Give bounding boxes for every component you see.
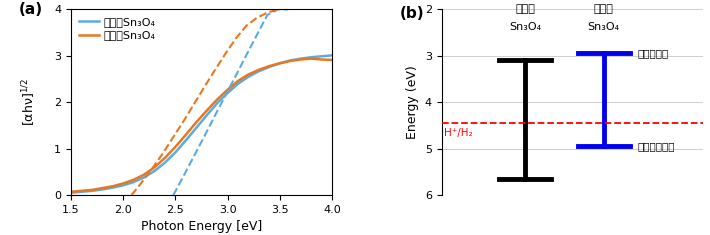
単斜晶Sn₃O₄	[67, 191, 75, 194]
Text: Sn₃O₄: Sn₃O₄	[509, 22, 542, 32]
Line: 単斜晶Sn₃O₄: 単斜晶Sn₃O₄	[71, 55, 332, 193]
単斜晶Sn₃O₄	[244, 75, 253, 78]
単斜晶Sn₃O₄	[213, 102, 222, 105]
単斜晶Sn₃O₄	[160, 161, 169, 164]
直方扶Sn₃O₄	[202, 109, 211, 112]
単斜晶Sn₃O₄	[202, 114, 211, 117]
直方扶Sn₃O₄	[275, 62, 284, 65]
単斜晶Sn₃O₄	[317, 55, 326, 58]
単斜晶Sn₃O₄	[234, 82, 242, 85]
単斜晶Sn₃O₄	[119, 184, 128, 187]
単斜晶Sn₃O₄	[182, 139, 190, 142]
直方扶Sn₃O₄	[171, 145, 180, 148]
Text: 伝導帯下端: 伝導帯下端	[638, 48, 669, 59]
単斜晶Sn₃O₄	[171, 151, 180, 154]
直方扶Sn₃O₄	[87, 188, 96, 191]
Text: Sn₃O₄: Sn₃O₄	[588, 22, 620, 32]
直方扶Sn₃O₄	[119, 182, 128, 185]
単斜晶Sn₃O₄	[109, 186, 117, 189]
Text: [αhν]$^{1/2}$: [αhν]$^{1/2}$	[21, 78, 38, 126]
単斜晶Sn₃O₄	[87, 189, 96, 192]
直方扶Sn₃O₄	[77, 189, 86, 192]
Legend: 単斜晶Sn₃O₄, 直方扶Sn₃O₄: 単斜晶Sn₃O₄, 直方扶Sn₃O₄	[77, 15, 158, 43]
直方扶Sn₃O₄	[109, 185, 117, 188]
直方扶Sn₃O₄	[244, 73, 253, 76]
直方扶Sn₃O₄	[182, 133, 190, 136]
単斜晶Sn₃O₄	[266, 66, 274, 68]
直方扶Sn₃O₄	[286, 59, 295, 62]
単斜晶Sn₃O₄	[275, 62, 284, 65]
直方扶Sn₃O₄	[224, 88, 232, 91]
直方扶Sn₃O₄	[129, 178, 138, 181]
単斜晶Sn₃O₄	[77, 190, 86, 193]
直方扶Sn₃O₄	[234, 79, 242, 82]
単斜晶Sn₃O₄	[224, 91, 232, 94]
単斜晶Sn₃O₄	[129, 181, 138, 184]
Text: H⁺/H₂: H⁺/H₂	[444, 128, 473, 138]
単斜晶Sn₃O₄	[307, 56, 315, 59]
単斜晶Sn₃O₄	[328, 54, 337, 57]
直方扶Sn₃O₄	[297, 58, 305, 61]
直方扶Sn₃O₄	[255, 68, 263, 71]
直方扶Sn₃O₄	[307, 57, 315, 60]
単斜晶Sn₃O₄	[286, 59, 295, 62]
直方扶Sn₃O₄	[67, 190, 75, 193]
Y-axis label: Energy (eV): Energy (eV)	[406, 65, 420, 139]
Text: 単斜晶: 単斜晶	[515, 4, 535, 14]
直方扶Sn₃O₄	[328, 59, 337, 61]
直方扶Sn₃O₄	[266, 65, 274, 67]
直方扶Sn₃O₄	[317, 58, 326, 61]
単斜晶Sn₃O₄	[151, 169, 159, 172]
Text: 価電子帯上端: 価電子帯上端	[638, 141, 675, 151]
直方扶Sn₃O₄	[98, 187, 106, 189]
Line: 直方扶Sn₃O₄: 直方扶Sn₃O₄	[71, 59, 332, 192]
単斜晶Sn₃O₄	[140, 176, 148, 179]
直方扶Sn₃O₄	[140, 173, 148, 176]
直方扶Sn₃O₄	[160, 157, 169, 159]
単斜晶Sn₃O₄	[192, 126, 201, 129]
単斜晶Sn₃O₄	[255, 70, 263, 73]
単斜晶Sn₃O₄	[297, 57, 305, 60]
直方扶Sn₃O₄	[192, 121, 201, 124]
Text: (a): (a)	[18, 2, 43, 17]
直方扶Sn₃O₄	[213, 98, 222, 101]
Text: 直方晶: 直方晶	[594, 4, 613, 14]
Text: (b): (b)	[400, 6, 425, 21]
単斜晶Sn₃O₄	[98, 188, 106, 191]
直方扶Sn₃O₄	[151, 166, 159, 168]
X-axis label: Photon Energy [eV]: Photon Energy [eV]	[141, 220, 262, 233]
